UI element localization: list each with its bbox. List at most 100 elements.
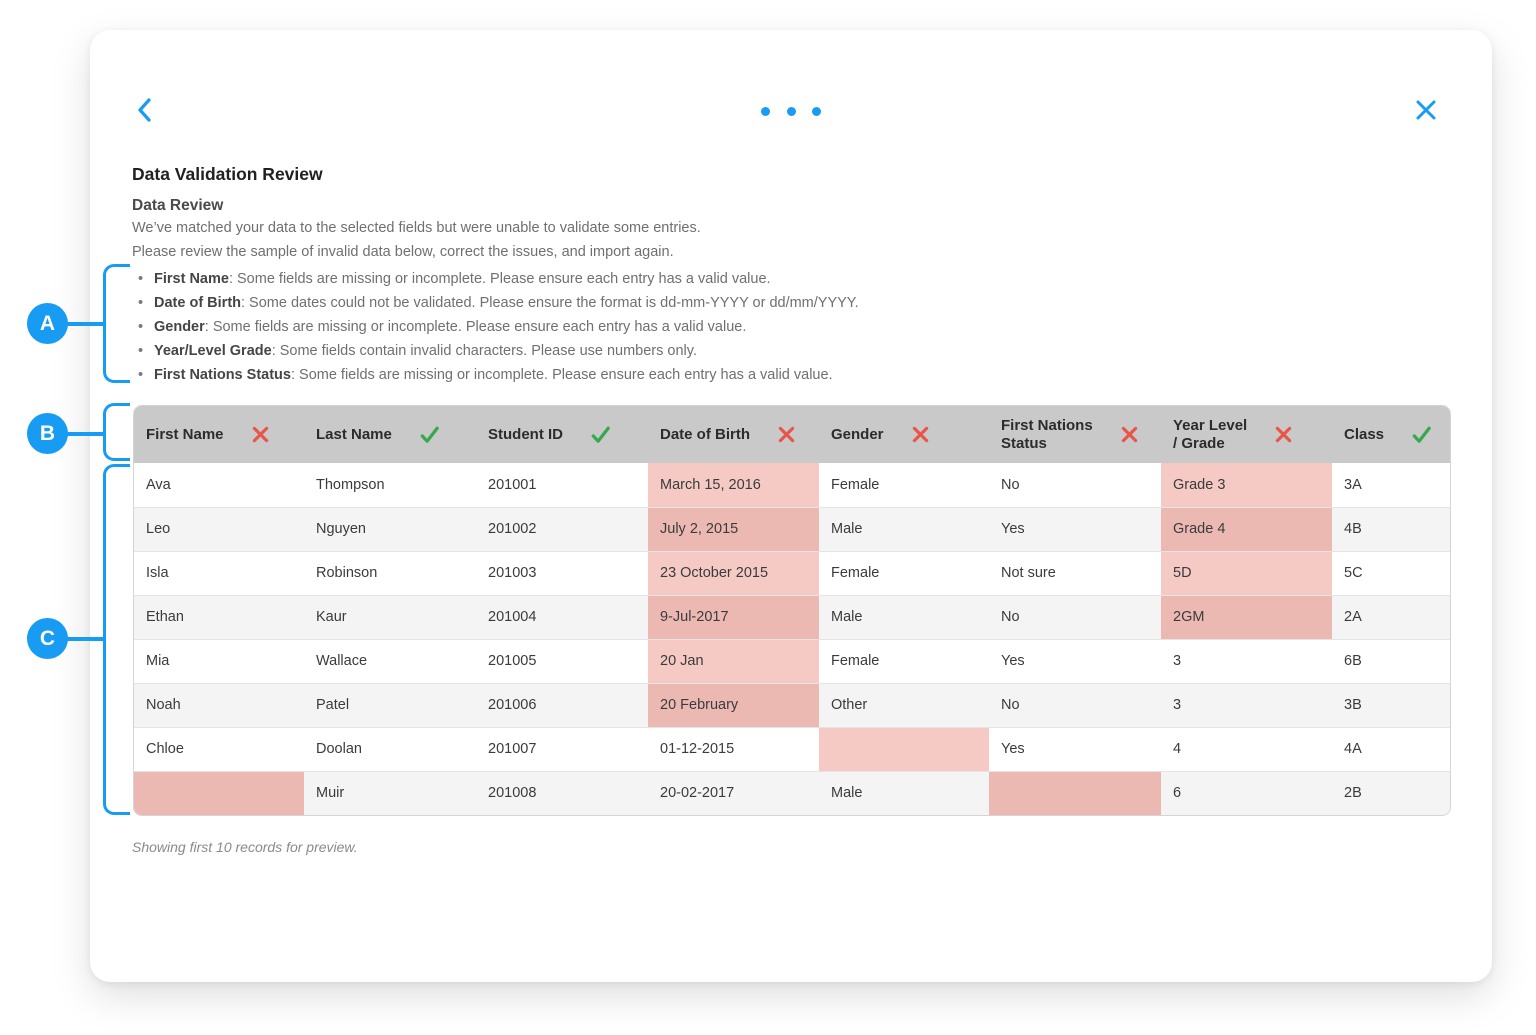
cell: No	[989, 594, 1161, 639]
cell: 20 February	[648, 682, 819, 727]
cell: 3	[1161, 638, 1332, 683]
cell: Grade 4	[1161, 506, 1332, 551]
section-title: Data Review	[132, 197, 224, 214]
cell: Not sure	[989, 550, 1161, 595]
table-row: Leo Nguyen 201002 July 2, 2015 Male Yes Grade …	[134, 506, 1450, 551]
chevron-left-icon	[138, 98, 151, 122]
cell: Wallace	[304, 638, 476, 683]
annotation-badge-b: B	[27, 413, 68, 454]
cell: 20 Jan	[648, 638, 819, 683]
table-row: Ava Thompson 201001 March 15, 2016 Female No G…	[134, 463, 1450, 507]
intro-text: Please review the sample of invalid data…	[132, 244, 674, 260]
check-icon	[591, 426, 610, 443]
check-icon	[1412, 426, 1431, 443]
cell: 20-02-2017	[648, 770, 819, 815]
column-header-label: Student ID	[488, 425, 563, 443]
column-header: Year Level / Grade	[1161, 406, 1332, 463]
column-header-label: First Nations Status	[1001, 416, 1093, 452]
cell: Leo	[134, 506, 304, 551]
cell: 201005	[476, 638, 648, 683]
cell: 5D	[1161, 550, 1332, 595]
annotation-badge-a: A	[27, 303, 68, 344]
cross-icon	[1121, 426, 1137, 443]
column-header-label: Class	[1344, 425, 1385, 443]
cell: 4	[1161, 726, 1332, 771]
cell: Male	[819, 594, 989, 639]
cell	[134, 770, 304, 815]
cross-icon	[252, 426, 268, 443]
check-icon	[420, 426, 439, 443]
cell: 2B	[1332, 770, 1450, 815]
cell: No	[989, 682, 1161, 727]
annotation-connector-b	[60, 432, 106, 436]
annotation-badge-c: C	[27, 618, 68, 659]
cell	[819, 726, 989, 771]
cell: 201007	[476, 726, 648, 771]
column-header: Date of Birth	[648, 406, 819, 463]
issue-field-name: Gender	[154, 319, 205, 335]
column-header: First Nations Status	[989, 406, 1161, 463]
close-button[interactable]	[1408, 90, 1444, 130]
cell: Noah	[134, 682, 304, 727]
dialog-card: Data Validation Review Data Review We’ve…	[90, 30, 1492, 982]
issue-field-name: First Nations Status	[154, 367, 291, 383]
table-row: Ethan Kaur 201004 9-Jul-2017 Male No 2GM 2A	[134, 594, 1450, 639]
preview-table: First Name Last Name Student ID Date of Bir…	[134, 406, 1450, 815]
column-header-label: Year Level / Grade	[1173, 416, 1248, 452]
cell: Ava	[134, 463, 304, 507]
cell: Yes	[989, 638, 1161, 683]
issue-field-name: Date of Birth	[154, 295, 241, 311]
more-menu-icon[interactable]	[761, 96, 821, 126]
validation-issue: First Name: Some fields are missing or i…	[132, 267, 859, 291]
cell: Nguyen	[304, 506, 476, 551]
dot	[812, 106, 821, 116]
table-row: Mia Wallace 201005 20 Jan Female Yes 3 6B	[134, 638, 1450, 683]
cell: Female	[819, 550, 989, 595]
column-header: Class	[1332, 406, 1450, 463]
cell: 3B	[1332, 682, 1450, 727]
column-header-label: Gender	[831, 425, 884, 443]
column-header-label: First Name	[146, 425, 224, 443]
cell: Thompson	[304, 463, 476, 507]
cell: Mia	[134, 638, 304, 683]
validation-issues-list: First Name: Some fields are missing or i…	[132, 267, 859, 387]
cell: 3A	[1332, 463, 1450, 507]
cell: 2A	[1332, 594, 1450, 639]
table-row: Muir 201008 20-02-2017 Male 6 2B	[134, 770, 1450, 815]
back-button[interactable]	[128, 90, 160, 130]
cell: March 15, 2016	[648, 463, 819, 507]
cell: Grade 3	[1161, 463, 1332, 507]
cell: 4A	[1332, 726, 1450, 771]
cell: Male	[819, 506, 989, 551]
footer-note: Showing first 10 records for preview.	[132, 839, 358, 855]
annotation-bracket-b	[103, 403, 130, 461]
cell: Robinson	[304, 550, 476, 595]
cell: 01-12-2015	[648, 726, 819, 771]
table-row: Isla Robinson 201003 23 October 2015 Female N…	[134, 550, 1450, 595]
close-icon	[1416, 100, 1436, 120]
cell: 2GM	[1161, 594, 1332, 639]
column-header-label: Last Name	[316, 425, 392, 443]
cell	[989, 770, 1161, 815]
issue-field-name: First Name	[154, 271, 229, 287]
validation-issue: First Nations Status: Some fields are mi…	[132, 363, 859, 387]
annotation-connector-a	[60, 322, 106, 326]
dot	[786, 106, 796, 116]
table-header-row: First Name Last Name Student ID Date of Bir…	[134, 406, 1450, 463]
cross-icon	[912, 426, 928, 443]
column-header: First Name	[134, 406, 304, 463]
preview-table-container: First Name Last Name Student ID Date of Bir…	[133, 405, 1451, 816]
cell: Muir	[304, 770, 476, 815]
column-header: Student ID	[476, 406, 648, 463]
cross-icon	[778, 426, 795, 443]
cell: Chloe	[134, 726, 304, 771]
intro-text: We’ve matched your data to the selected …	[132, 220, 701, 236]
validation-issue: Year/Level Grade: Some fields contain in…	[132, 339, 859, 363]
cell: 201008	[476, 770, 648, 815]
annotation-bracket-c	[103, 464, 130, 815]
cell: 201006	[476, 682, 648, 727]
validation-issue: Gender: Some fields are missing or incom…	[132, 315, 859, 339]
cell: 6B	[1332, 638, 1450, 683]
cell: July 2, 2015	[648, 506, 819, 551]
